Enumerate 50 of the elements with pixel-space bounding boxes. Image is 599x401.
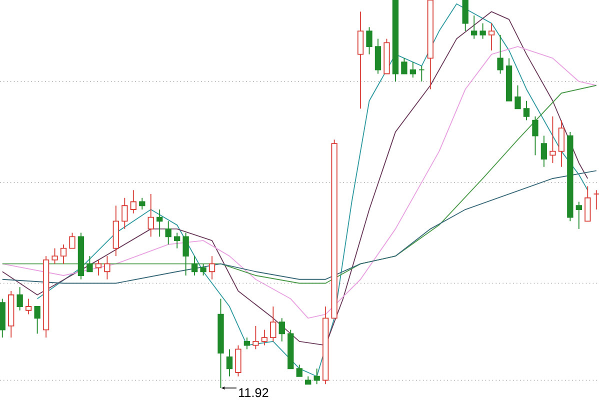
candlestick	[540, 135, 548, 168]
candlestick	[130, 190, 136, 214]
candlestick	[550, 116, 556, 164]
candlestick	[208, 256, 216, 280]
candlestick	[497, 34, 504, 74]
candlestick	[148, 194, 154, 238]
candlestick	[174, 232, 180, 249]
candlestick	[226, 348, 233, 377]
candlestick	[16, 286, 23, 311]
candlestick	[25, 298, 32, 315]
candlestick	[410, 62, 416, 78]
candlestick	[514, 84, 521, 110]
candlestick	[60, 244, 67, 264]
candlestick	[261, 329, 268, 346]
candlestick	[418, 65, 425, 82]
candlestick	[235, 344, 242, 377]
candlestick	[558, 120, 565, 168]
candlestick	[462, 0, 468, 32]
candlestick	[470, 15, 478, 40]
candlestick	[374, 38, 382, 74]
candlestick	[584, 186, 591, 222]
candlestick	[296, 364, 302, 377]
candlestick	[576, 201, 582, 230]
candlestick	[34, 306, 40, 334]
candlestick	[139, 197, 146, 210]
candlestick	[191, 256, 198, 276]
candlestick	[357, 11, 364, 110]
candlestick	[200, 263, 206, 276]
candlestick	[52, 248, 58, 264]
candlestick	[314, 368, 320, 385]
candlestick	[182, 232, 189, 276]
candlestick	[401, 58, 408, 74]
candlestick	[95, 259, 102, 276]
candlestick	[366, 26, 372, 55]
candlestick	[69, 232, 76, 249]
candlestick	[593, 190, 599, 210]
candlestick	[480, 22, 486, 40]
candlestick	[165, 220, 172, 245]
candlestick	[156, 209, 163, 238]
candlestick	[270, 306, 276, 342]
candlestick	[86, 256, 93, 272]
candlestick	[523, 100, 530, 121]
candlestick	[252, 325, 259, 350]
candlestick	[104, 256, 110, 280]
text: 11.92	[239, 388, 268, 398]
candlestick	[278, 318, 285, 342]
candlestick	[488, 22, 495, 51]
candlestick	[532, 116, 538, 156]
candlestick	[122, 197, 128, 230]
candlestick	[244, 337, 250, 350]
